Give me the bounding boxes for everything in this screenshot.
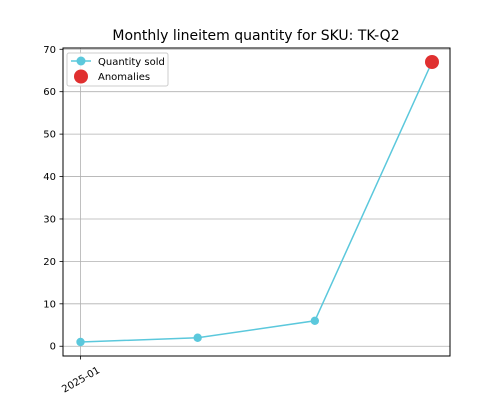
- y-tick-label: 0: [50, 342, 56, 353]
- legend-label-anomalies: Anomalies: [98, 72, 150, 83]
- legend-marker-swatch: [76, 56, 86, 66]
- y-tick-label: 20: [43, 257, 56, 268]
- plot-area-frame: [62, 47, 451, 357]
- legend-label-quantity-sold: Quantity sold: [98, 57, 165, 68]
- data-point: [193, 333, 202, 342]
- grid-layer: [63, 48, 450, 356]
- y-tick-label: 60: [43, 87, 56, 98]
- x-tick-label: 2025-01: [60, 365, 102, 395]
- series-line-quantity-sold: [80, 61, 433, 343]
- legend-box: [66, 52, 169, 87]
- y-tick-label: 70: [43, 45, 56, 56]
- anomaly-point: [425, 55, 439, 69]
- series-layer: [76, 55, 439, 347]
- data-point: [310, 316, 320, 325]
- y-tick-label: 10: [43, 299, 56, 310]
- legend-anomaly-swatch: [74, 69, 88, 84]
- y-tick-label: 30: [43, 214, 56, 225]
- legend: Quantity sold Anomalies: [66, 52, 169, 87]
- y-tick-label: 50: [43, 130, 56, 141]
- x-axis: 2025-01: [60, 356, 102, 395]
- data-point: [76, 337, 85, 347]
- y-axis: 0 10 20 30 40 50 60 70: [43, 45, 63, 353]
- y-tick-label: 40: [43, 172, 56, 183]
- chart-title: Monthly lineitem quantity for SKU: TK-Q2: [112, 28, 399, 44]
